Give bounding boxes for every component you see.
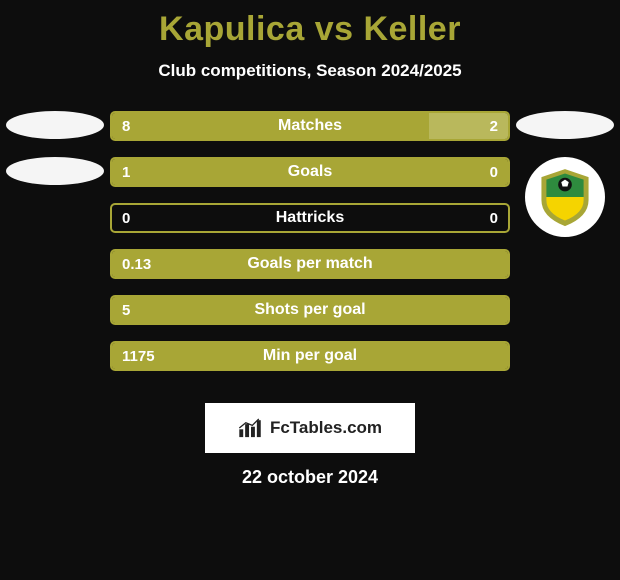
left-club-avatar [6,157,104,185]
left-player-column [0,111,110,185]
stat-label: Hattricks [112,205,508,231]
left-player-avatar [6,111,104,139]
footer-date: 22 october 2024 [0,467,620,488]
stat-label: Min per goal [112,343,508,369]
fctables-label: FcTables.com [270,418,382,438]
bar-chart-icon [238,417,264,439]
comparison-area: 8Matches21Goals00Hattricks00.13Goals per… [0,111,620,381]
fctables-badge: FcTables.com [205,403,415,453]
stat-value-right: 0 [490,205,498,231]
subtitle: Club competitions, Season 2024/2025 [0,61,620,81]
stat-row: 8Matches2 [110,111,510,141]
stat-row: 1Goals0 [110,157,510,187]
stat-row: 0Hattricks0 [110,203,510,233]
stat-label: Goals [112,159,508,185]
stat-label: Shots per goal [112,297,508,323]
stat-row: 5Shots per goal [110,295,510,325]
right-player-avatar [516,111,614,139]
stat-row: 0.13Goals per match [110,249,510,279]
right-player-column [510,111,620,237]
stat-value-right: 0 [490,159,498,185]
stat-value-right: 2 [490,113,498,139]
page-title: Kapulica vs Keller [0,0,620,49]
stat-label: Matches [112,113,508,139]
right-club-badge [525,157,605,237]
stat-row: 1175Min per goal [110,341,510,371]
stats-bars: 8Matches21Goals00Hattricks00.13Goals per… [110,111,510,371]
stat-label: Goals per match [112,251,508,277]
istra-shield-icon [534,166,596,228]
